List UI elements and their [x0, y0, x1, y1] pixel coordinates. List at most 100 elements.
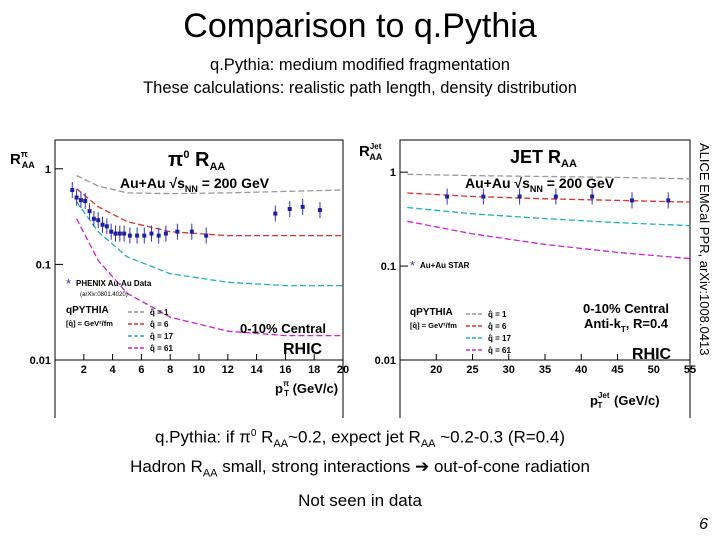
pi0-data-point [287, 206, 292, 211]
pi0-data-point [273, 211, 278, 216]
conclusion-line-2: Hadron RAA small, strong interactions ➔ … [130, 457, 590, 480]
jet-legend-label: q̂ = 17 [488, 334, 511, 343]
pi0-series-line [76, 201, 343, 287]
pi0-x-tick-label: 16 [279, 364, 291, 376]
pi0-series-line [76, 174, 344, 195]
pi0-data-point [204, 233, 209, 238]
jet-facility: RHIC [632, 346, 672, 363]
conclusion-line-3: Not seen in data [298, 491, 422, 510]
jet-data-point [445, 194, 450, 199]
jet-series-line [407, 173, 691, 180]
jet-x-tick-label: 35 [539, 364, 551, 376]
pi0-x-tick-label: 10 [193, 364, 205, 376]
jet-y-tick-label: 1 [390, 167, 396, 179]
pi0-facility: RHIC [283, 341, 323, 358]
conclusion-line-1: q.Pythia: if π0 RAA~0.2, expect jet RAA … [154, 427, 565, 451]
pi0-data-marker: * [66, 276, 71, 291]
jet-x-tick-label: 20 [430, 364, 442, 376]
pi0-series-line [76, 218, 343, 337]
pi0-x-tick-label: 20 [337, 364, 349, 376]
pi0-x-tick-label: 14 [250, 364, 263, 376]
jet-title: JET RAA [510, 147, 577, 170]
pi0-data-point [117, 231, 122, 236]
jet-model-label: qPYTHIA [410, 307, 453, 318]
pi0-legend-label: q̂ = 17 [150, 332, 173, 341]
jet-series-line [407, 206, 691, 227]
jet-data-point [553, 194, 558, 199]
jet-data-point [630, 198, 634, 203]
jet-x-tick-label: 40 [575, 364, 587, 376]
pi0-system-label: Au+Au √sNN = 200 GeV [120, 175, 270, 194]
jet-x-tick-label: 25 [466, 364, 478, 376]
pi0-ylabel: Rπ AA [10, 149, 35, 170]
subtitle-calculations: These calculations: realistic path lengt… [143, 79, 577, 97]
pi0-x-tick-label: 8 [167, 364, 173, 376]
pi0-data-point [87, 209, 92, 214]
pi0-data-point [91, 216, 96, 221]
pi0-data-label: PHENIX Au-Au Data [76, 279, 152, 288]
jet-centrality: 0-10% Central [583, 301, 669, 316]
pi0-data-point [175, 229, 180, 234]
pi0-x-tick-label: 4 [110, 364, 117, 376]
jet-data-point [517, 194, 522, 199]
arrow-icon: ➔ [415, 457, 430, 476]
jet-series-line [407, 192, 691, 203]
pi0-data-point [70, 187, 75, 192]
pi0-x-tick-label: 18 [308, 364, 320, 376]
pi0-series-line [76, 188, 343, 237]
jet-ylabel: RJet AA [359, 142, 383, 162]
jet-xlabel: pJet T (GeV/c) [590, 391, 660, 410]
citation-note: ALICE EMCal PPR, arXiv:1008.0413 [697, 143, 712, 356]
pi0-legend-label: q̂ = 61 [150, 344, 173, 353]
pi0-data-point [156, 233, 161, 238]
jet-legend-label: q̂ = 1 [488, 310, 507, 319]
pi0-data-point [189, 229, 194, 234]
jet-data-point [481, 194, 486, 199]
pi0-raa-panel: 2 4 6 8 10 12 14 16 18 20 0.01 0.1 1 Rπ AA π0 RAA Au+… [10, 139, 349, 418]
jet-legend-label: q̂ = 61 [488, 346, 511, 355]
pi0-x-tick-label: 2 [81, 364, 87, 376]
pi0-data-point [83, 199, 88, 204]
pi0-data-point [104, 224, 109, 229]
pi0-centrality: 0-10% Central [240, 321, 326, 336]
jet-x-tick-label: 50 [648, 364, 660, 376]
pi0-data-point [109, 229, 114, 234]
slide-title: Comparison to q.Pythia [183, 7, 537, 45]
jet-algorithm: Anti-kT, R=0.4 [584, 316, 669, 334]
pi0-data-point [96, 218, 101, 223]
pi0-plot-frame [54, 139, 344, 418]
pi0-y-tick-label: 1 [45, 164, 51, 176]
jet-y-tick-label: 0.1 [381, 261, 396, 273]
pi0-data-point [135, 233, 140, 238]
jet-model-unit: [q̂] = GeV²/fm [410, 321, 457, 330]
pi0-x-tick-label: 12 [222, 364, 234, 376]
pi0-data-point [122, 231, 127, 236]
pi0-data-point [127, 233, 132, 238]
jet-x-tick-label: 45 [611, 364, 623, 376]
pi0-data-point [78, 198, 83, 203]
jet-plot-frame [399, 139, 691, 418]
jet-data-point [666, 198, 671, 203]
pi0-data-ref: (arXiv:0801.4020) [80, 292, 128, 298]
pi0-x-tick-label: 6 [138, 364, 144, 376]
pi0-y-tick-label: 0.1 [36, 259, 51, 271]
jet-system-label: Au+Au √sNN = 200 GeV [465, 175, 615, 194]
jet-data-point [590, 194, 595, 199]
pi0-legend-label: q̂ = 1 [150, 308, 169, 317]
jet-y-tick-label: 0.01 [375, 355, 396, 367]
jet-data-marker: * [410, 258, 415, 273]
pi0-xlabel: pπ T (GeV/c) [275, 379, 338, 398]
pi0-data-point [113, 231, 118, 236]
pi0-model-label: qPYTHIA [66, 305, 109, 316]
page-number: 6 [699, 516, 708, 533]
pi0-title: π0 RAA [168, 149, 225, 173]
pi0-y-tick-label: 0.01 [30, 355, 51, 367]
jet-x-tick-label: 30 [503, 364, 515, 376]
jet-data-label: Au+Au STAR [420, 261, 470, 270]
jet-raa-panel: 20 25 30 35 40 45 50 550.010.11 RJet AA JET RAA … [359, 139, 696, 418]
pi0-data-point [142, 233, 147, 238]
pi0-data-point [100, 222, 105, 227]
pi0-data-point [317, 208, 322, 213]
figure-area: 2 4 6 8 10 12 14 16 18 20 0.01 0.1 1 Rπ AA π0 RAA Au+… [10, 139, 696, 418]
pi0-model-unit: [q̂] = GeV²/fm [66, 319, 113, 328]
